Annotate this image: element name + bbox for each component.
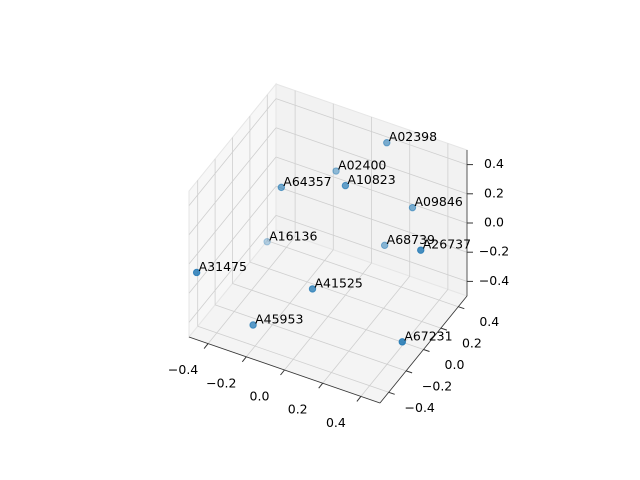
grid-line [275,98,468,165]
y-tick-label: −0.4 [405,400,435,415]
point [398,338,406,346]
x-tick-label: 0.4 [326,415,346,430]
point-label: A10823 [347,172,395,187]
grid-line [188,185,277,294]
grid-line [275,127,468,195]
y-tick-label: 0.2 [462,336,482,351]
point-label: A31475 [199,259,247,274]
grid-line [188,98,277,206]
x-tick-label: −0.2 [206,375,236,390]
point-label: A16136 [269,228,317,243]
y-tick-label: 0.4 [479,314,499,329]
point [192,268,201,277]
point-label: A67231 [404,328,452,343]
z-tick-label: 0.4 [484,156,504,171]
point-label: A26737 [423,237,471,252]
z-tick-label: −0.2 [479,244,509,259]
tick-mark [241,356,247,363]
point [249,321,257,329]
grid-line [188,156,277,265]
grid-line [188,215,277,323]
x-tick-label: 0.2 [288,402,308,417]
point [383,139,391,147]
tick-mark [423,349,430,352]
point-label: A02398 [389,129,437,144]
tick-mark [318,382,324,389]
tick-mark [440,327,448,331]
point-label: A64357 [283,174,331,189]
grid-line [275,156,468,224]
tick-mark [356,396,362,402]
point-label: A02400 [338,158,386,173]
tick-mark [388,391,395,395]
z-tick-label: 0.0 [484,215,504,230]
y-tick-label: 0.0 [445,357,465,372]
point-label: A41525 [315,275,363,290]
tick-mark [458,306,465,310]
point [308,285,317,293]
tick-mark [203,343,209,349]
point-label: A09846 [414,194,462,209]
grid-line [188,127,277,236]
grid-line [232,283,424,350]
z-tick-label: 0.2 [484,185,504,200]
tick-mark [280,369,285,376]
point [263,238,271,246]
point-label: A68739 [387,232,435,247]
point [332,167,340,175]
grid-line [275,215,468,282]
point-label: A45953 [255,312,303,327]
tick-mark [405,370,413,374]
grid-line [197,325,389,393]
x-tick-label: −0.4 [168,362,198,377]
grid-line [267,240,459,308]
point [277,183,286,192]
point [408,203,417,212]
point [341,181,350,190]
grid-line [214,304,407,372]
y-tick-label: −0.2 [422,378,452,393]
x-tick-label: 0.0 [250,389,270,404]
z-tick-label: −0.4 [479,273,509,288]
point [417,246,425,254]
point [380,241,389,250]
grid-line [249,261,442,329]
grid-line [275,185,468,253]
